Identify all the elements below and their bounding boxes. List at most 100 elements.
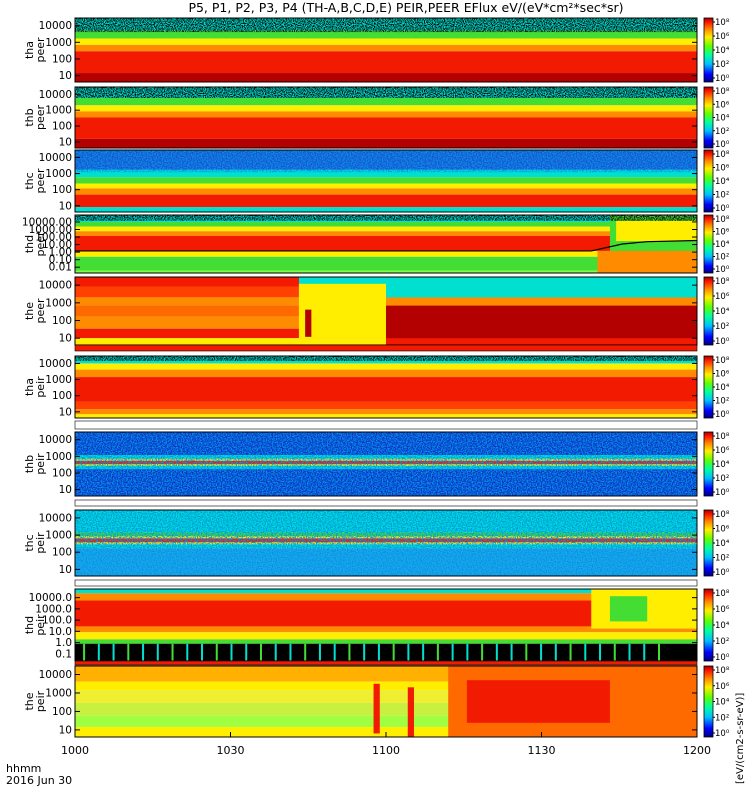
colorbar-tick-label: 10²: [715, 127, 729, 137]
y-tick-label: 0.01: [49, 262, 72, 274]
colorbar-tick-label: 10⁴: [715, 307, 730, 317]
colorbar-tick-label: 10⁸: [715, 215, 730, 225]
colorbar-tick-label: 10²: [715, 322, 729, 332]
colorbar-tick-label: 10⁰: [715, 488, 730, 498]
y-tick-label: 100.0: [42, 615, 72, 627]
y-tick-label: 1000: [45, 37, 72, 49]
x-tick-label: 1030: [217, 744, 245, 757]
time-label-units: hhmm: [6, 762, 41, 775]
y-tick-label: 100: [52, 390, 72, 402]
time-axis: 1000 1030 1100 1130 1200: [61, 732, 711, 757]
panel-species-label: peir: [34, 453, 47, 475]
colorbar-tick-label: 10⁰: [715, 204, 730, 214]
colorbar-tick-label: 10⁴: [715, 177, 730, 187]
colorbar-tick-label: 10⁸: [715, 510, 730, 520]
y-tick-label: 10000: [39, 89, 72, 101]
panel-probe-label: thc: [23, 534, 36, 551]
colorbar-tick-label: 10⁶: [715, 292, 730, 302]
colorbar-tick-label: 10⁶: [715, 525, 730, 535]
colorbar-tick-label: 10⁰: [715, 653, 730, 663]
y-tick-label: 10000.00: [22, 216, 72, 228]
colorbar: 10⁸ 10⁶ 10⁴ 10² 10⁰: [703, 588, 730, 663]
y-tick-label: 100: [52, 467, 72, 479]
colorbar-tick-label: 10⁴: [715, 114, 730, 124]
y-tick-label: 10000: [39, 20, 72, 32]
colorbar-tick-label: 10⁶: [715, 682, 730, 692]
y-tick-label: 10000.0: [29, 592, 72, 604]
colorbar-tick-label: 10⁴: [715, 46, 730, 56]
y-tick-label: 10000: [39, 669, 72, 681]
colorbar-tick-label: 10⁰: [715, 568, 730, 578]
colorbar-tick-label: 10⁴: [715, 240, 730, 250]
colorbar-tick-label: 10⁰: [715, 140, 730, 150]
y-tick-label: 10: [59, 484, 72, 496]
colorbar-tick-label: 10²: [715, 191, 729, 201]
y-tick-label: 1000: [45, 374, 72, 386]
colorbar-tick-label: 10²: [715, 554, 729, 564]
panel-probe-label: the: [23, 302, 36, 320]
y-tick-label: 1000: [45, 105, 72, 117]
y-tick-label: 10: [59, 136, 72, 148]
colorbar: 10⁸ 10⁶ 10⁴ 10² 10⁰: [703, 665, 730, 739]
y-tick-label: 1000.0: [35, 603, 72, 615]
y-tick-label: 10: [59, 406, 72, 418]
colorbar-tick-label: 10²: [715, 637, 729, 647]
colorbar-tick-label: 10⁸: [715, 18, 730, 28]
y-tick-label: 100: [52, 315, 72, 327]
colorbar-tick-label: 10⁸: [715, 356, 730, 366]
y-tick-label: 0.1: [55, 648, 72, 660]
y-tick-label: 100: [52, 547, 72, 559]
figure-title: P5, P1, P2, P3, P4 (TH-A,B,C,D,E) PEIR,P…: [188, 0, 623, 15]
colorbar-tick-label: 10⁸: [715, 150, 730, 160]
colorbar-tick-label: 10⁸: [715, 87, 730, 97]
colorbar-tick-label: 10⁸: [715, 589, 730, 599]
y-tick-label: 100: [52, 53, 72, 65]
colorbar-tick-label: 10⁴: [715, 539, 730, 549]
colorbar-tick-label: 10⁰: [715, 729, 730, 739]
x-tick-label: 1000: [61, 744, 89, 757]
y-tick-label: 1000.00: [29, 224, 72, 236]
spectrogram-panel-thd-peir: 10000.01000.0100.010.01.00.1thdpeir10⁸10…: [23, 588, 730, 663]
colorbar-tick-label: 10⁶: [715, 228, 730, 238]
y-tick-label: 10.00: [42, 239, 72, 251]
colorbar-tick-label: 10⁰: [715, 265, 730, 275]
colorbar-tick-label: 10²: [715, 474, 729, 484]
colorbar: 10⁸ 10⁶ 10⁴ 10² 10⁰: [703, 214, 730, 275]
colorbar: 10⁸ 10⁶ 10⁴ 10² 10⁰: [703, 355, 730, 420]
colorbar-tick-label: 10⁰: [715, 410, 730, 420]
y-tick-label: 10: [59, 333, 72, 345]
panels: 10000100010010thapeer10⁸10⁶10⁴10²10⁰1000…: [22, 17, 730, 739]
colorbar: 10⁸ 10⁶ 10⁴ 10² 10⁰: [703, 149, 730, 214]
colorbar-tick-label: 10⁶: [715, 100, 730, 110]
y-tick-label: 100: [52, 121, 72, 133]
colorbar-tick-label: 10⁴: [715, 460, 730, 470]
panel-probe-label: thb: [23, 108, 36, 126]
y-tick-label: 1000: [45, 297, 72, 309]
y-tick-label: 10000: [39, 280, 72, 292]
colorbar-tick-label: 10⁸: [715, 432, 730, 442]
panel-separator: [74, 499, 698, 507]
colorbar-tick-label: 10⁸: [715, 277, 730, 287]
panel-species-label: peir: [34, 376, 47, 398]
panel-probe-label: tha: [23, 41, 36, 59]
colorbar: 10⁸ 10⁶ 10⁴ 10² 10⁰: [703, 276, 730, 347]
panel-species-label: peir: [34, 690, 47, 712]
panel-species-label: peer: [34, 37, 47, 63]
colorbar-tick-label: 10⁴: [715, 621, 730, 631]
x-tick-label: 1100: [372, 744, 400, 757]
y-tick-label: 10000: [39, 358, 72, 370]
panel-probe-label: thd: [23, 616, 36, 634]
colorbar-tick-label: 10⁶: [715, 164, 730, 174]
colorbar-tick-label: 10⁶: [715, 446, 730, 456]
colorbar-tick-label: 10⁸: [715, 666, 730, 676]
colorbar: 10⁸ 10⁶ 10⁴ 10² 10⁰: [703, 509, 730, 578]
y-tick-label: 1.00: [49, 247, 72, 259]
y-tick-label: 1000: [45, 451, 72, 463]
